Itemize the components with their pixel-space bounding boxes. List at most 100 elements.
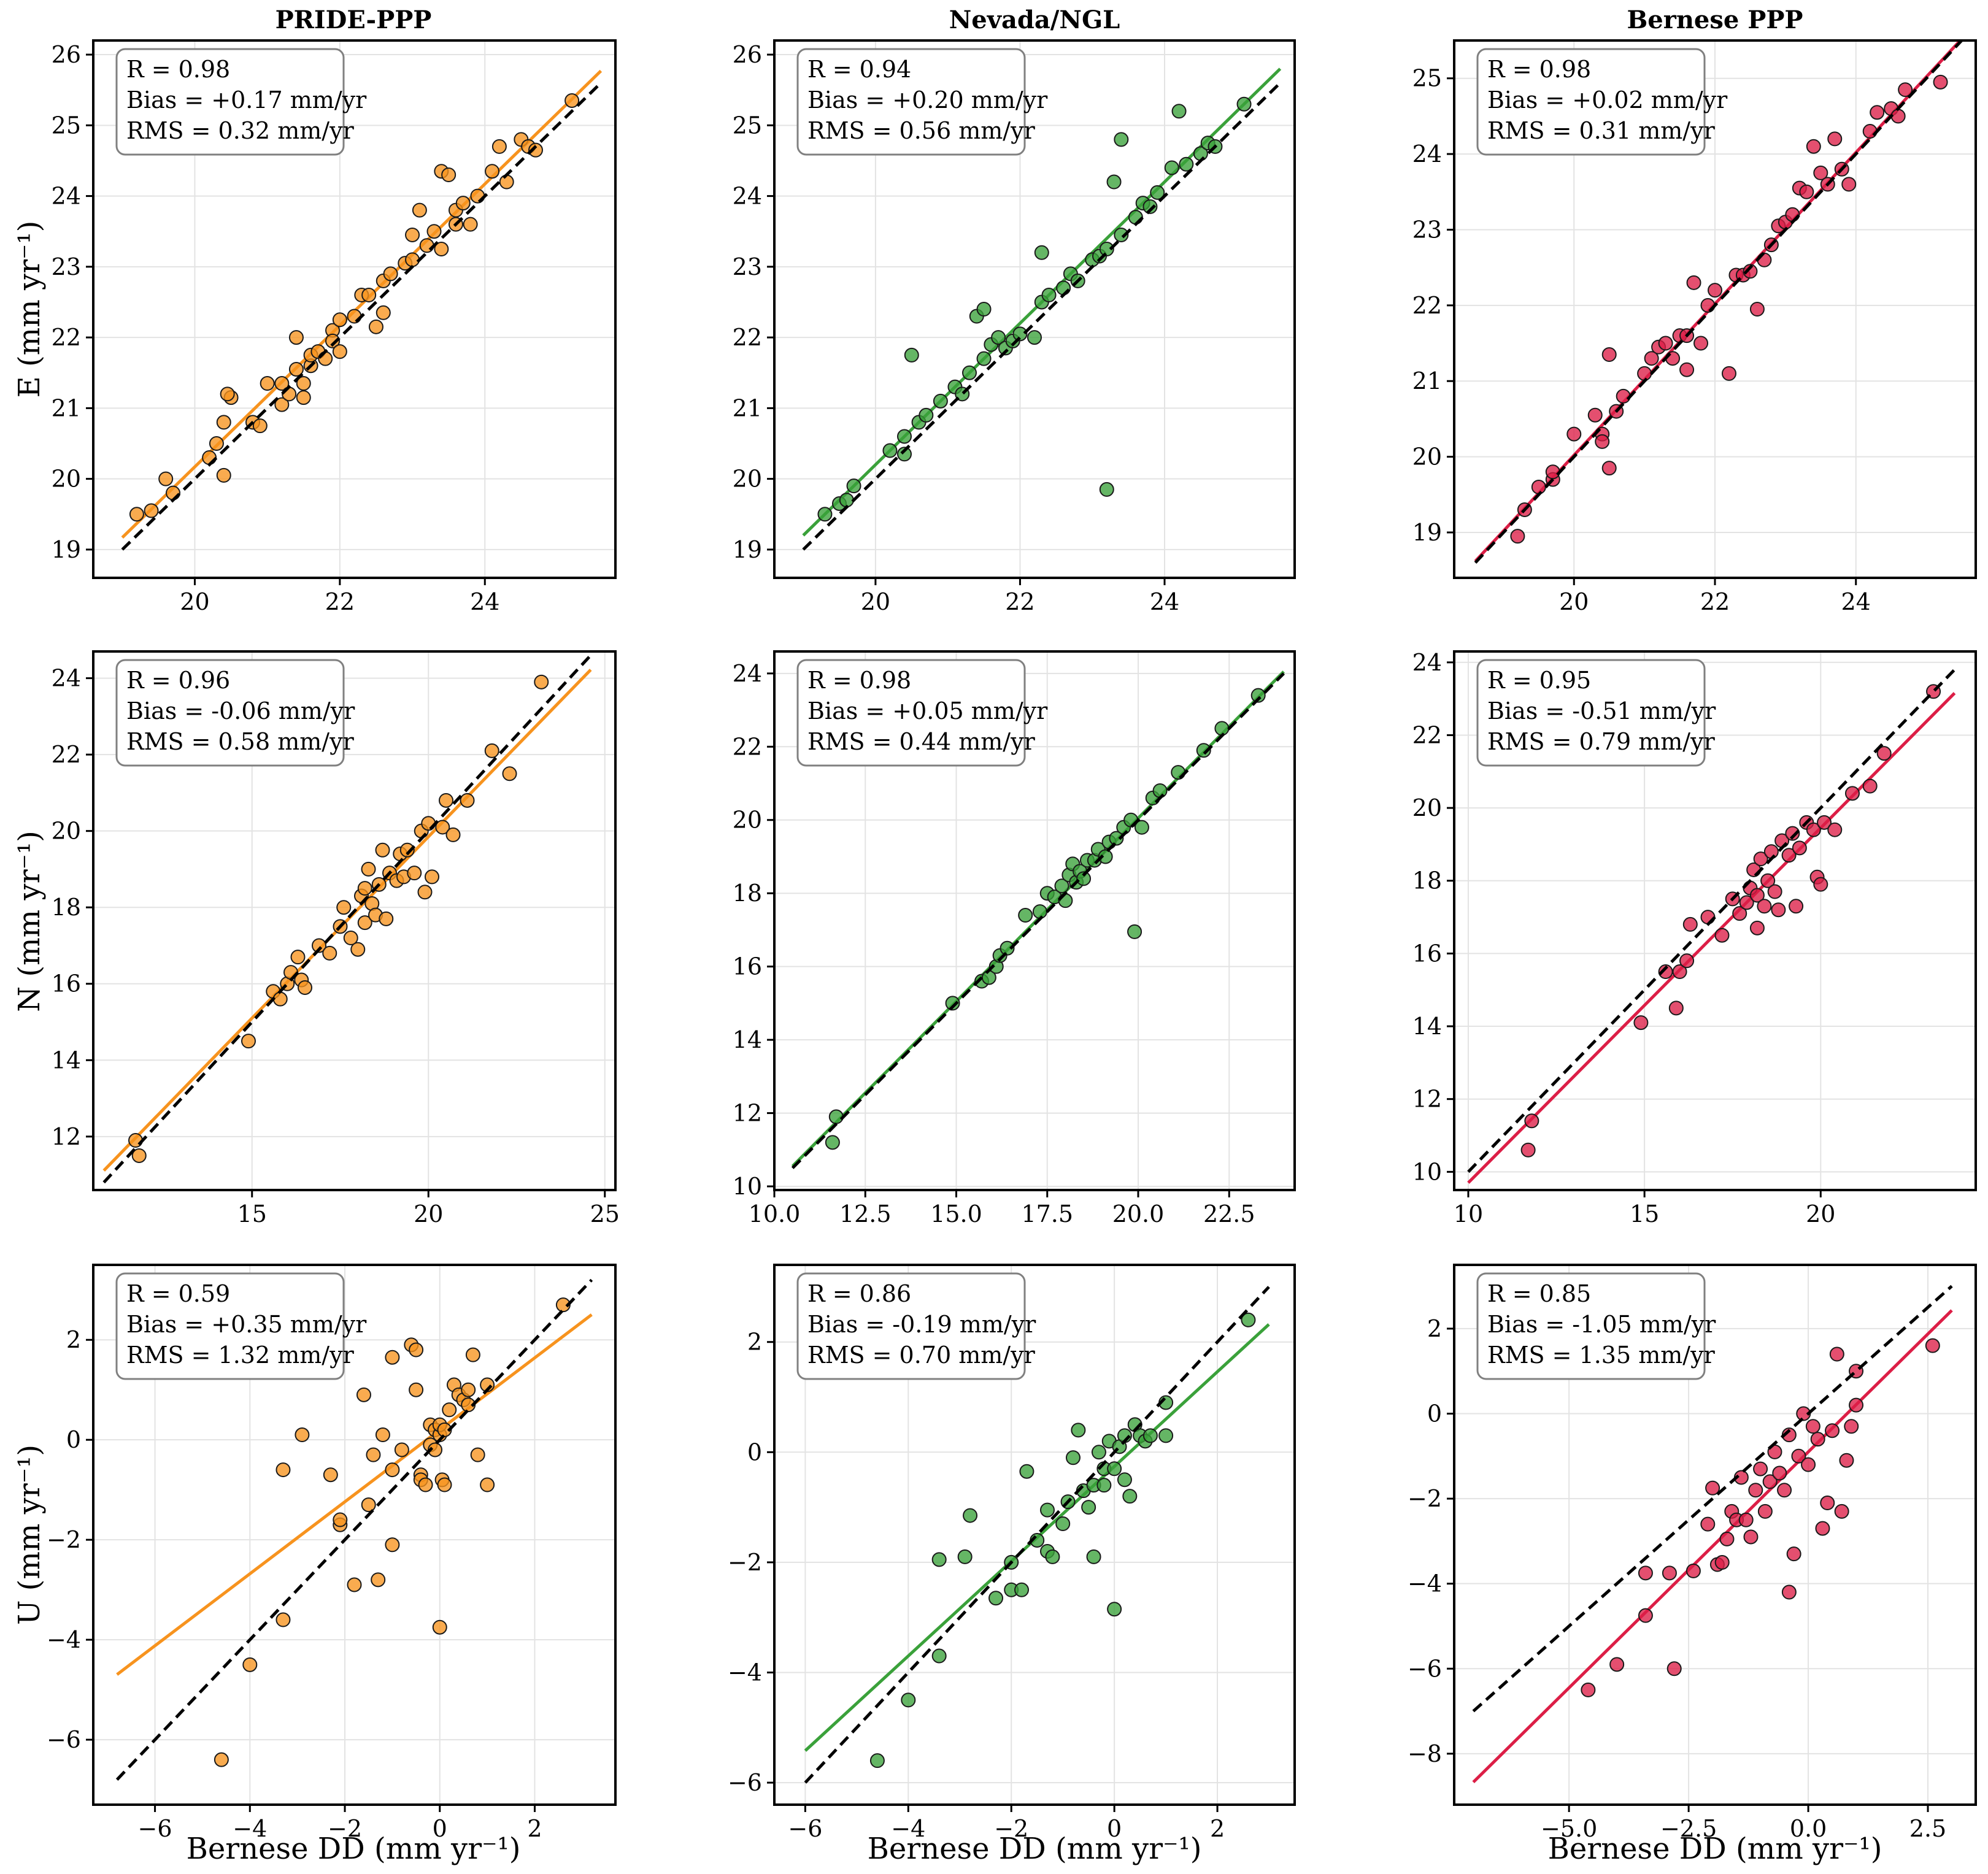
- x-tick-label: 24: [470, 588, 499, 615]
- data-point: [290, 950, 306, 965]
- data-point: [484, 743, 499, 758]
- one-to-one-line: [1472, 1285, 1953, 1713]
- data-point: [869, 1753, 885, 1768]
- y-tick-label: 19: [1412, 519, 1442, 546]
- data-point: [461, 1382, 476, 1397]
- y-tick-label: 20: [1412, 444, 1442, 470]
- data-point: [1925, 1338, 1940, 1353]
- data-point: [357, 881, 372, 896]
- data-point: [216, 467, 231, 483]
- axes-frame: [92, 650, 617, 1191]
- data-point: [1749, 302, 1765, 317]
- one-to-one-line: [1467, 668, 1956, 1173]
- data-point: [846, 478, 861, 494]
- data-point: [988, 1591, 1004, 1606]
- column-titles: PRIDE-PPP Nevada/NGL Bernese PPP: [275, 6, 1803, 34]
- x-tick-label: 22: [325, 588, 355, 615]
- y-tick-label: 21: [1412, 367, 1442, 394]
- data-point: [1686, 275, 1701, 290]
- data-point: [502, 766, 517, 781]
- x-tick-label: 10.0: [749, 1200, 801, 1227]
- xlabel-col-3: Bernese DD (mm yr⁻¹): [1548, 1832, 1882, 1866]
- data-point: [419, 238, 434, 253]
- data-point: [366, 1447, 381, 1462]
- data-point: [296, 390, 311, 405]
- xlabel-col-2: Bernese DD (mm yr⁻¹): [868, 1832, 1202, 1866]
- data-point: [1789, 899, 1804, 914]
- data-point: [275, 1612, 291, 1627]
- axes-frame: [773, 39, 1296, 579]
- stats-line: RMS = 1.32 mm/yr: [126, 1342, 355, 1369]
- data-point: [1749, 920, 1765, 935]
- data-point: [817, 507, 833, 522]
- data-point: [1122, 1489, 1138, 1504]
- data-point: [1196, 743, 1211, 758]
- y-tick-label: 22: [52, 324, 81, 351]
- data-point: [322, 945, 337, 961]
- data-point: [1014, 1582, 1030, 1597]
- x-tick-label: 17.5: [1021, 1200, 1073, 1227]
- axes-frame: [773, 1264, 1296, 1806]
- stats-line: Bias = -0.06 mm/yr: [126, 697, 355, 724]
- data-point: [371, 1572, 386, 1588]
- stats-line: R = 0.94: [807, 56, 911, 83]
- data-point: [1633, 1015, 1649, 1031]
- data-point: [1781, 848, 1797, 863]
- x-tick-label: −6: [788, 1815, 822, 1842]
- data-point: [385, 1537, 400, 1553]
- data-point: [1587, 407, 1603, 423]
- stats-line: Bias = +0.02 mm/yr: [1487, 86, 1728, 113]
- x-tick-label: −2.5: [1660, 1815, 1717, 1842]
- data-point: [825, 1135, 840, 1150]
- plot-area: [1474, 40, 1963, 564]
- panel-bernese-ppp-e: 20 22 24 19 20 21 22 23 24 25 R = 0.98 Bias = +0.02…: [1412, 39, 1977, 615]
- data-point: [1763, 844, 1779, 859]
- data-point: [1056, 280, 1071, 296]
- data-point: [1844, 786, 1860, 801]
- x-tick-label: 15.0: [930, 1200, 982, 1227]
- data-point: [1127, 924, 1142, 939]
- data-point: [1714, 1555, 1730, 1570]
- y-tick-label: 2: [66, 1326, 81, 1353]
- y-tick-label: 26: [52, 41, 81, 68]
- stats-line: Bias = +0.35 mm/yr: [126, 1311, 367, 1338]
- axes-frame: [1453, 1264, 1977, 1806]
- stats-line: Bias = -0.51 mm/yr: [1487, 697, 1716, 724]
- data-point: [333, 1512, 348, 1527]
- stats-box: R = 0.98 Bias = +0.05 mm/yr RMS = 0.44 mm/…: [796, 659, 1048, 767]
- data-point: [1760, 873, 1776, 888]
- data-point: [1086, 1549, 1101, 1564]
- x-tick-label: 0.0: [1790, 1815, 1827, 1842]
- data-point: [1236, 96, 1252, 112]
- data-point: [465, 1347, 480, 1362]
- data-point: [1081, 1500, 1096, 1515]
- data-point: [1098, 849, 1113, 864]
- stats-line: RMS = 0.70 mm/yr: [807, 1342, 1036, 1369]
- y-tick-label: 23: [733, 253, 762, 280]
- data-point: [904, 347, 919, 363]
- data-point: [332, 312, 347, 328]
- y-tick-label: −2: [47, 1526, 81, 1553]
- y-tick-label: 22: [733, 324, 762, 351]
- stats-line: R = 0.59: [126, 1280, 230, 1307]
- data-point: [1109, 831, 1124, 846]
- data-point: [274, 397, 290, 412]
- data-point: [385, 1462, 400, 1478]
- data-point: [1018, 908, 1033, 923]
- panel-bernese-ppp-u: −5.0 −2.5 0.0 2.5 −8 −6 −4 −2 0 2 R = 0.85 Bias = -…: [1408, 1264, 1977, 1842]
- data-point: [991, 330, 1006, 345]
- data-point: [1250, 688, 1266, 703]
- y-tick-label: −6: [1408, 1655, 1442, 1682]
- data-point: [1829, 1346, 1844, 1362]
- data-point: [1107, 1602, 1122, 1617]
- data-point: [1019, 1464, 1034, 1479]
- data-point: [919, 407, 934, 423]
- data-point: [1743, 1529, 1759, 1545]
- data-point: [460, 793, 475, 808]
- data-point: [1682, 916, 1698, 932]
- data-point: [1772, 1465, 1787, 1481]
- stats-line: R = 0.98: [1487, 56, 1591, 83]
- data-point: [455, 196, 471, 211]
- y-tick-label: −4: [728, 1659, 762, 1686]
